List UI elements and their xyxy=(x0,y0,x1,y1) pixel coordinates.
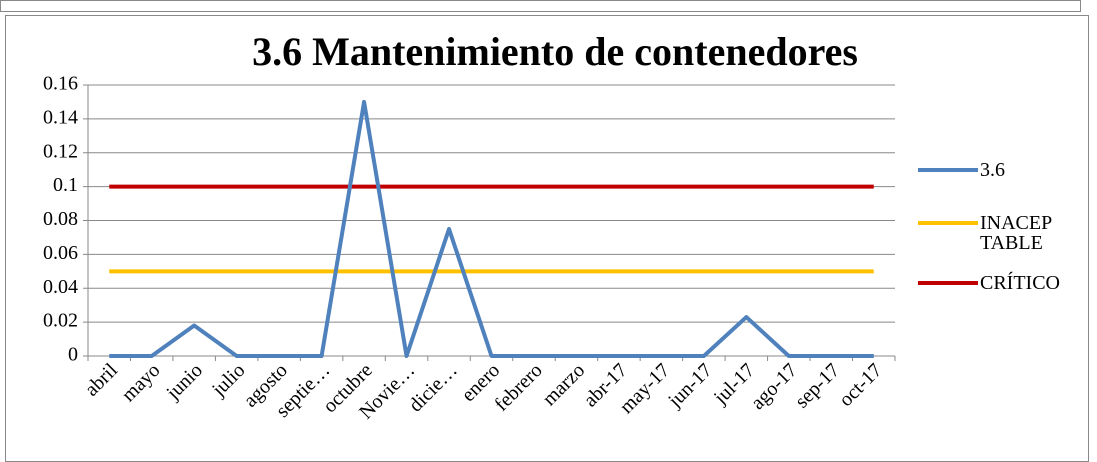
y-tick-label: 0.06 xyxy=(43,242,78,264)
chart-title: 3.6 Mantenimiento de contenedores xyxy=(252,29,858,74)
legend-label: CRÍTICO xyxy=(980,272,1060,294)
y-tick-label: 0.14 xyxy=(43,106,78,128)
y-tick-label: 0.08 xyxy=(43,208,78,230)
chart-frame xyxy=(5,15,1089,462)
top-frame xyxy=(0,0,1081,12)
y-tick-label: 0.12 xyxy=(43,140,78,162)
legend-label: INACEPTABLE xyxy=(980,212,1053,254)
legend-label: 3.6 xyxy=(980,159,1005,181)
line-series xyxy=(109,99,874,358)
y-tick-label: 0.04 xyxy=(43,276,78,298)
y-tick-label: 0.16 xyxy=(43,73,78,95)
y-tick-label: 0.02 xyxy=(43,310,78,332)
y-tick-label: 0 xyxy=(68,344,78,366)
y-tick-label: 0.1 xyxy=(53,174,78,196)
